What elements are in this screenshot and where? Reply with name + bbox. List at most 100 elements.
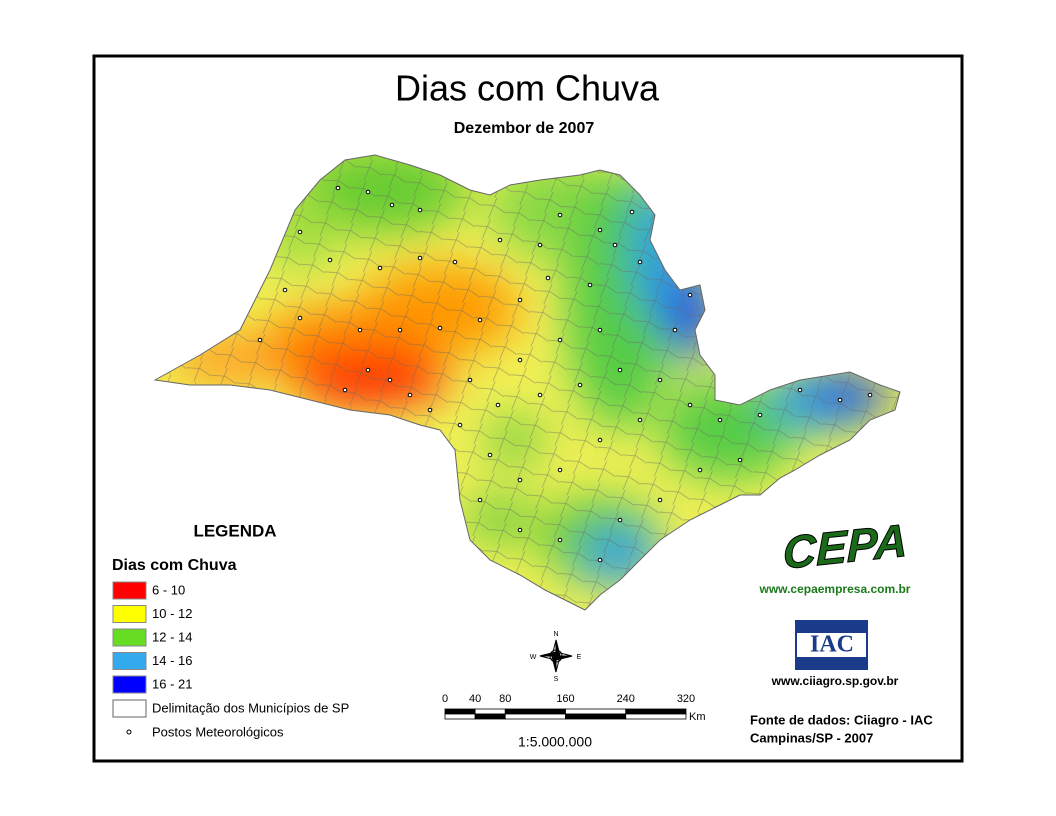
station xyxy=(365,367,371,373)
compass-s: S xyxy=(554,676,559,683)
station xyxy=(357,327,363,333)
station xyxy=(487,452,493,458)
station xyxy=(637,417,643,423)
station xyxy=(537,242,543,248)
station xyxy=(612,242,618,248)
station xyxy=(687,402,693,408)
stations xyxy=(257,185,873,563)
station xyxy=(557,467,563,473)
station xyxy=(282,287,288,293)
scale-label: 160 xyxy=(556,693,574,705)
station xyxy=(557,337,563,343)
scale-label: 320 xyxy=(677,693,695,705)
station xyxy=(452,259,458,265)
station xyxy=(545,275,551,281)
scale-segment xyxy=(565,713,627,720)
station xyxy=(365,189,371,195)
station xyxy=(497,237,503,243)
legend-label: 6 - 10 xyxy=(152,582,185,597)
station xyxy=(517,297,523,303)
station xyxy=(342,387,348,393)
station xyxy=(297,229,303,235)
compass xyxy=(539,639,573,673)
map-title: Dias com Chuva xyxy=(395,68,660,109)
scale-label: 240 xyxy=(617,693,635,705)
station xyxy=(617,367,623,373)
station xyxy=(587,282,593,288)
scale-segment xyxy=(504,708,566,715)
station xyxy=(637,259,643,265)
iac-logo: IAC xyxy=(810,632,854,658)
station xyxy=(657,497,663,503)
station xyxy=(717,417,723,423)
station xyxy=(672,327,678,333)
station xyxy=(417,207,423,213)
scale-segment xyxy=(474,708,506,715)
map-subtitle: Dezembor de 2007 xyxy=(454,120,595,137)
compass-e: E xyxy=(577,654,582,661)
station xyxy=(427,407,433,413)
station xyxy=(657,377,663,383)
station xyxy=(737,457,743,463)
station xyxy=(557,212,563,218)
scale-segment xyxy=(625,713,687,720)
station xyxy=(377,265,383,271)
compass-w: W xyxy=(530,654,537,661)
station xyxy=(757,412,763,418)
source-line: Campinas/SP - 2007 xyxy=(750,730,873,745)
station xyxy=(837,397,843,403)
legend-swatch xyxy=(112,581,147,600)
station xyxy=(597,227,603,233)
station xyxy=(687,292,693,298)
legend-heading: LEGENDA xyxy=(193,521,276,540)
station xyxy=(417,255,423,261)
station xyxy=(389,202,395,208)
iac-logo-band xyxy=(797,633,866,657)
legend-label: Delimitação dos Municípios de SP xyxy=(152,700,349,715)
legend: 6 - 10 10 - 12 12 - 14 14 - 16 16 - 21 Delimi… xyxy=(112,581,349,739)
source-line: Fonte de dados: Ciiagro - IAC xyxy=(750,712,933,727)
scale-segment xyxy=(565,708,627,715)
legend-title: Dias com Chuva xyxy=(112,557,237,574)
station xyxy=(327,257,333,263)
station xyxy=(577,382,583,388)
scale-label: 40 xyxy=(469,693,481,705)
legend-label: 16 - 21 xyxy=(152,676,192,691)
station xyxy=(537,392,543,398)
iac-url: www.ciiagro.sp.gov.br xyxy=(771,674,899,688)
station xyxy=(597,557,603,563)
scale-ratio: 1:5.000.000 xyxy=(518,734,592,750)
station xyxy=(257,337,263,343)
station xyxy=(495,402,501,408)
station xyxy=(457,422,463,428)
station xyxy=(629,209,635,215)
legend-swatch xyxy=(112,675,147,694)
station xyxy=(597,327,603,333)
station xyxy=(297,315,303,321)
legend-label: 10 - 12 xyxy=(152,606,192,621)
station xyxy=(407,392,413,398)
station xyxy=(437,325,443,331)
legend-label: 14 - 16 xyxy=(152,653,192,668)
station xyxy=(797,387,803,393)
scale-segment xyxy=(474,713,506,720)
station xyxy=(597,437,603,443)
scale-label: 0 xyxy=(442,693,448,705)
legend-swatch xyxy=(112,652,147,670)
legend-label: 12 - 14 xyxy=(152,629,192,644)
scale-segment xyxy=(444,713,476,720)
station xyxy=(477,317,483,323)
scale-unit: Km xyxy=(689,711,706,723)
compass-n: N xyxy=(553,631,558,638)
scale-segment xyxy=(444,708,476,715)
scale-label: 80 xyxy=(499,693,511,705)
station xyxy=(517,357,523,363)
legend-swatch xyxy=(112,628,147,647)
station xyxy=(517,477,523,483)
scale-bar: 0 40 80 160 240 320 xyxy=(442,693,695,720)
station xyxy=(467,377,473,383)
legend-swatch xyxy=(112,605,147,623)
scale-segment xyxy=(504,713,566,720)
station xyxy=(617,517,623,523)
